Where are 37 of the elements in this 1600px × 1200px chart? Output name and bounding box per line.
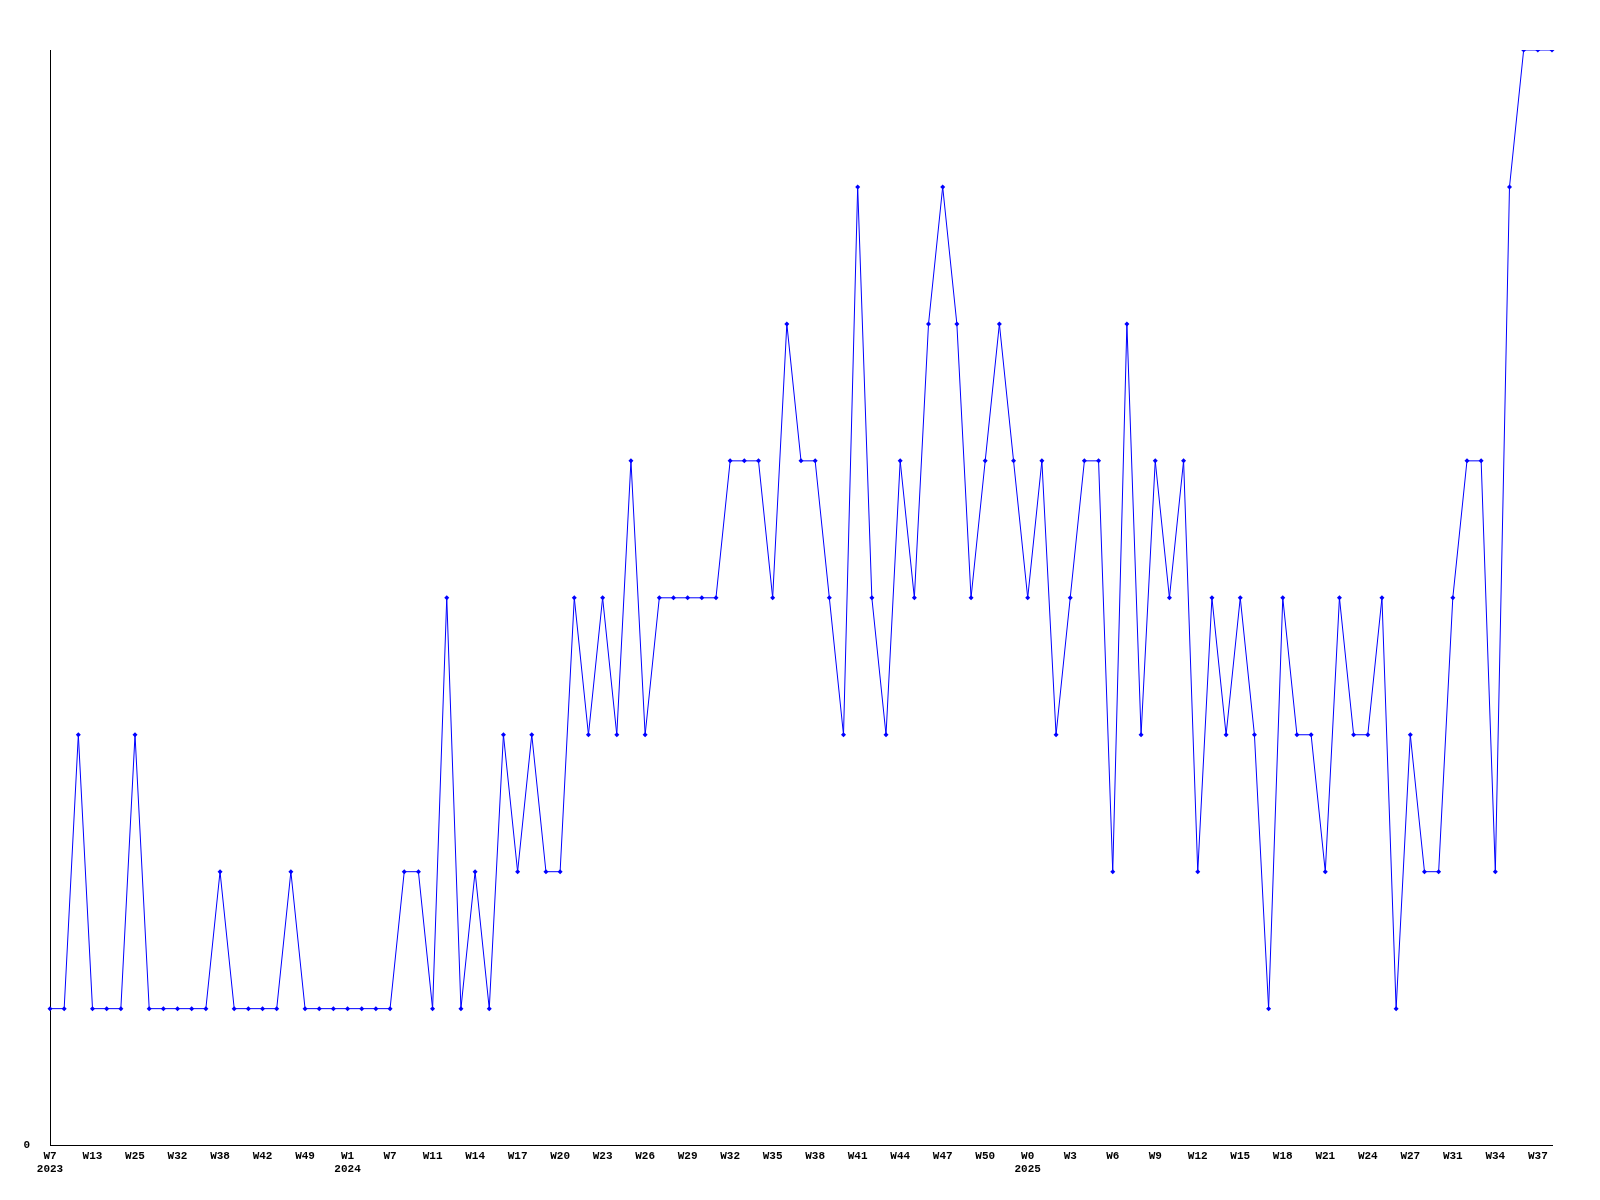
x-tick-label: W24 (1357, 1149, 1379, 1162)
x-tick-label: W7 (383, 1149, 397, 1162)
x-tick-label: W6 (1106, 1149, 1120, 1162)
x-tick-label: W12 (1187, 1149, 1208, 1162)
x-tick-label: W50 (975, 1149, 996, 1162)
x-tick-label: W13 (82, 1149, 103, 1162)
x-tick-label: W44 (890, 1149, 911, 1162)
x-tick-label: W7 2023 (36, 1149, 64, 1176)
x-tick-label: W11 (422, 1149, 443, 1162)
x-tick-label: W38 (210, 1149, 231, 1162)
x-tick-label: W25 (125, 1149, 146, 1162)
x-tick-label: W23 (592, 1149, 613, 1162)
x-tick-label: W27 (1400, 1149, 1421, 1162)
x-tick-label: W37 (1527, 1149, 1548, 1162)
x-tick-label: W31 (1442, 1149, 1464, 1162)
x-tick-label: W49 (295, 1149, 315, 1162)
x-tick-label: W20 (550, 1149, 571, 1162)
text: 0 (23, 1139, 30, 1152)
x-tick-label: W0 2025 (1014, 1149, 1042, 1176)
x-tick-label: W17 (507, 1149, 528, 1162)
x-tick-label: W38 (805, 1149, 826, 1162)
x-tick-label: W34 (1485, 1149, 1506, 1162)
x-tick-label: W14 (465, 1149, 486, 1162)
x-tick-label: W21 (1315, 1149, 1336, 1162)
x-tick-label: W18 (1272, 1149, 1294, 1162)
x-tick-label: W9 (1148, 1149, 1162, 1162)
x-tick-label: W32 (720, 1149, 741, 1162)
x-tick-label: W1 2024 (334, 1149, 362, 1176)
x-tick-label: W29 (677, 1149, 698, 1162)
x-tick-label: W15 (1230, 1149, 1251, 1162)
x-tick-label: W47 (932, 1149, 953, 1162)
x-tick-label: W41 (847, 1149, 868, 1162)
x-tick-label: W35 (762, 1149, 783, 1162)
x-tick-label: W32 (167, 1149, 188, 1162)
x-tick-label: W3 (1063, 1149, 1078, 1162)
x-tick-label: W26 (635, 1149, 656, 1162)
x-tick-label: W42 (252, 1149, 273, 1162)
